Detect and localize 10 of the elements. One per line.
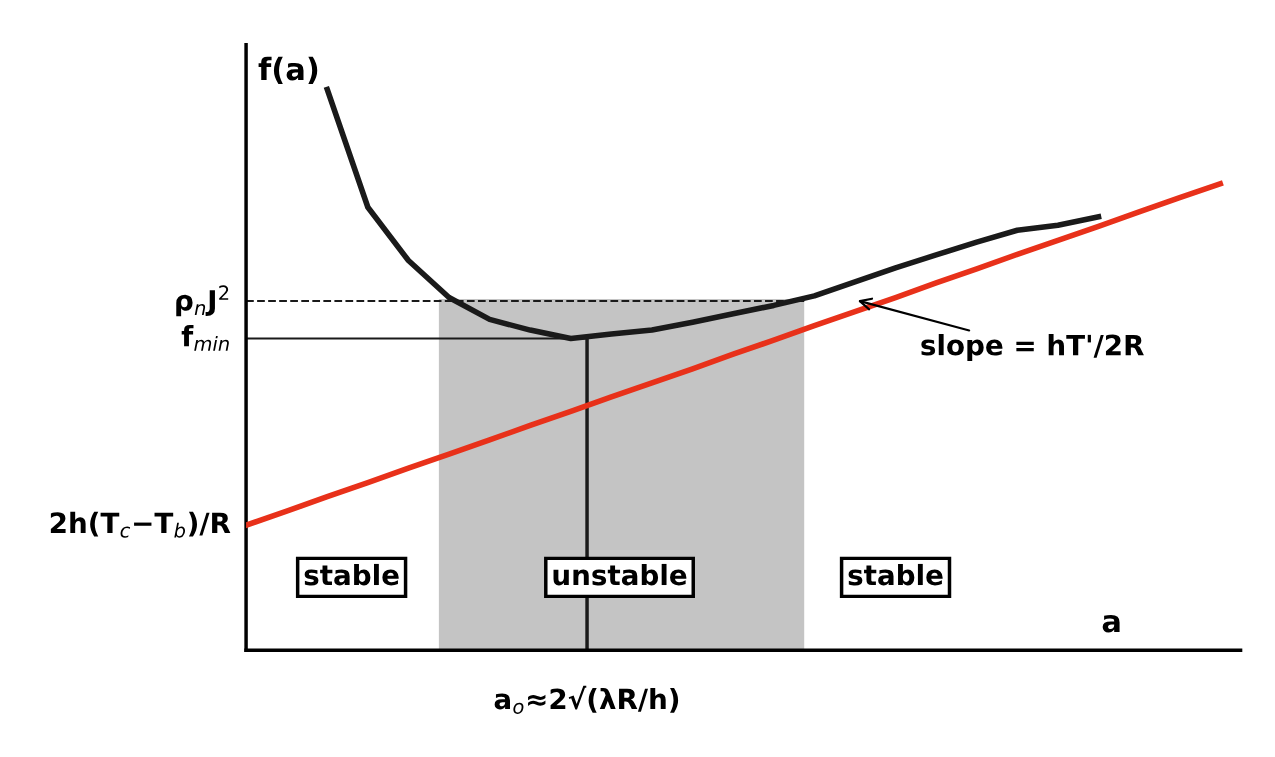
ref-line-label: f$_{min}$ [181,325,229,351]
text: 2h(T$_{c}$−T$_{b}$)/R [50,511,231,538]
annotation: stable [848,563,943,586]
ref-line-label: ρ$_{n}$J$^{2}$ [176,285,229,317]
annotation: unstable [553,563,687,586]
x-axis-title: a [1102,614,1120,633]
text: a$_{o}$≈2√(λR/h) [494,685,679,714]
annotation: slope = hT'/2R [921,334,1144,361]
annotation: stable [304,563,399,586]
y-axis-title: f(a) [258,56,318,85]
